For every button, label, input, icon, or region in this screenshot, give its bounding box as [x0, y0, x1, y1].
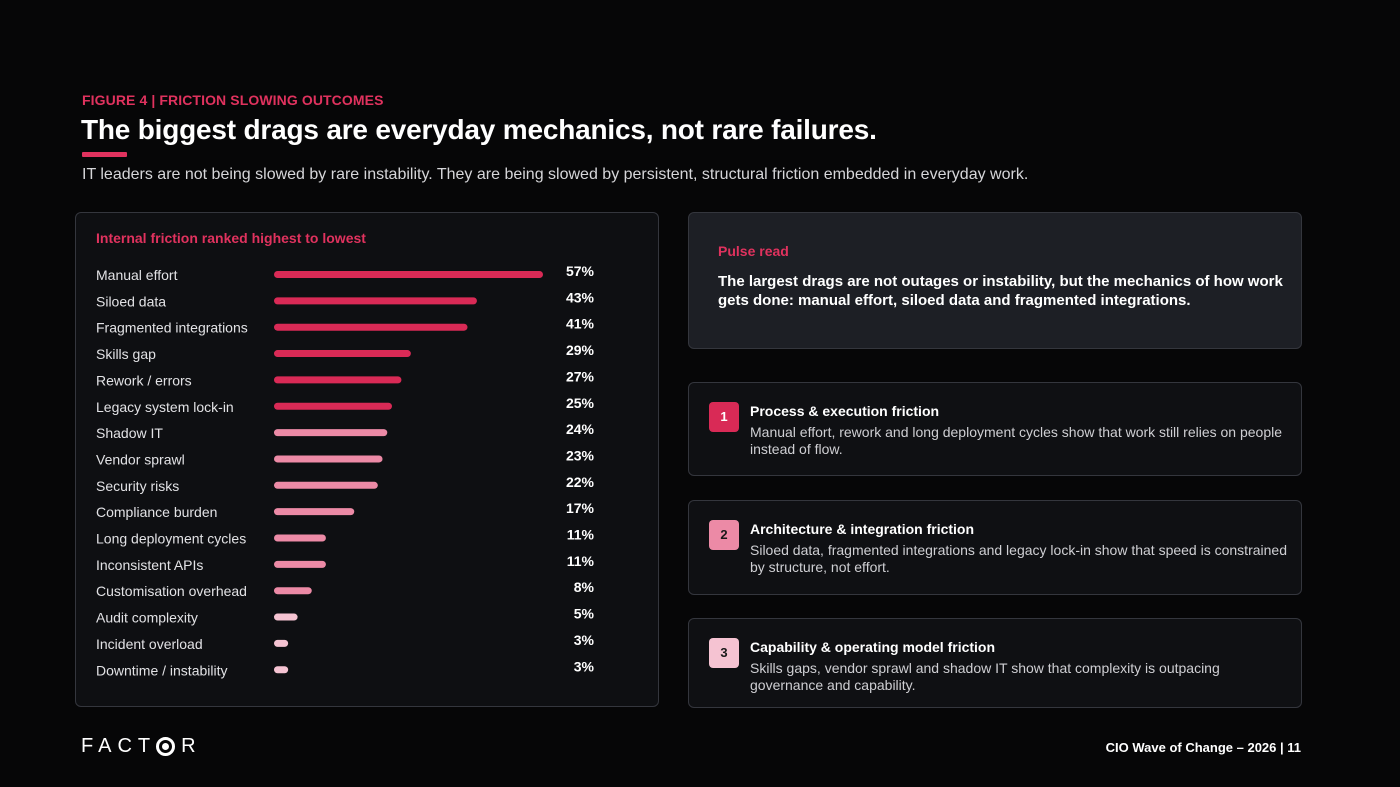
logo-o-icon	[156, 736, 176, 756]
bar	[274, 508, 355, 516]
category-label: Compliance burden	[96, 504, 217, 520]
category-label: Downtime / instability	[96, 662, 228, 678]
category-label: Rework / errors	[96, 372, 192, 388]
value-label: 5%	[574, 606, 595, 622]
value-label: 22%	[566, 474, 595, 490]
value-label: 43%	[566, 289, 595, 305]
bar	[274, 350, 411, 358]
bar	[274, 323, 468, 331]
category-label: Security risks	[96, 478, 179, 494]
value-label: 3%	[574, 658, 595, 674]
bar	[274, 639, 289, 647]
category-label: Long deployment cycles	[96, 531, 246, 547]
value-label: 29%	[566, 342, 595, 358]
friction-chart-panel: Manual effort 57% Siloed data 43% Fragmented…	[75, 212, 659, 707]
card-title: Architecture & integration friction	[750, 521, 975, 537]
page-footer-label: CIO Wave of Change – 2026 | 11	[1105, 740, 1301, 755]
card-body: Siloed data, fragmented integrations and…	[750, 542, 1287, 575]
category-label: Shadow IT	[96, 425, 163, 441]
bar	[274, 376, 402, 384]
logo-text-end: R	[181, 734, 202, 757]
logo-text-start: FACT	[81, 734, 157, 757]
category-label: Inconsistent APIs	[96, 557, 203, 573]
card-title: Capability & operating model friction	[750, 639, 996, 655]
bar	[274, 560, 326, 568]
factor-logo: FACT R	[81, 735, 202, 757]
pulse-read-text: The largest drags are not outages or ins…	[718, 273, 1283, 309]
bar	[274, 271, 543, 278]
category-label: Incident overload	[96, 636, 203, 652]
card-title: Process & execution friction	[750, 403, 940, 419]
friction-bar-chart: Manual effort 57% Siloed data 43% Fragmented…	[96, 263, 595, 678]
bar	[274, 613, 298, 621]
card-number-badge: 2	[709, 520, 739, 550]
pulse-read-panel: Pulse read The largest drags are not out…	[688, 212, 1302, 349]
category-label: Skills gap	[96, 346, 156, 362]
bar	[274, 455, 383, 463]
value-label: 41%	[566, 316, 595, 332]
friction-card-capability: 3 Capability & operating model friction …	[688, 618, 1302, 708]
category-label: Customisation overhead	[96, 583, 247, 599]
title-underline	[82, 152, 127, 157]
pulse-read-label: Pulse read	[718, 243, 789, 259]
bar	[274, 297, 477, 305]
category-label: Manual effort	[96, 267, 178, 283]
card-body: Manual effort, rework and long deploymen…	[750, 424, 1283, 457]
value-label: 57%	[566, 263, 595, 279]
bar	[274, 666, 289, 674]
figure-eyebrow: FIGURE 4 | FRICTION SLOWING OUTCOMES	[82, 92, 384, 108]
category-label: Vendor sprawl	[96, 451, 185, 467]
page-title: The biggest drags are everyday mechanics…	[81, 114, 877, 145]
category-label: Audit complexity	[96, 610, 198, 626]
value-label: 23%	[566, 447, 595, 463]
value-label: 17%	[566, 500, 595, 516]
bar	[274, 402, 392, 410]
friction-card-architecture: 2 Architecture & integration friction Si…	[688, 500, 1302, 595]
chart-title: Internal friction ranked highest to lowe…	[96, 230, 366, 246]
card-body: Skills gaps, vendor sprawl and shadow IT…	[750, 660, 1220, 693]
bar	[274, 587, 312, 595]
friction-card-process: 1 Process & execution friction Manual ef…	[688, 382, 1302, 476]
bar	[274, 534, 326, 542]
bar	[274, 429, 388, 437]
bar	[274, 481, 378, 489]
value-label: 24%	[566, 421, 595, 437]
value-label: 3%	[574, 632, 595, 648]
category-label: Siloed data	[96, 293, 166, 309]
value-label: 11%	[567, 553, 595, 569]
value-label: 27%	[566, 368, 595, 384]
card-number-badge: 3	[709, 638, 739, 668]
category-label: Legacy system lock-in	[96, 399, 234, 415]
page-subtitle: IT leaders are not being slowed by rare …	[82, 166, 1029, 183]
category-label: Fragmented integrations	[96, 320, 248, 336]
card-number-badge: 1	[709, 402, 739, 432]
value-label: 25%	[566, 395, 595, 411]
value-label: 11%	[567, 527, 595, 543]
value-label: 8%	[574, 579, 595, 595]
